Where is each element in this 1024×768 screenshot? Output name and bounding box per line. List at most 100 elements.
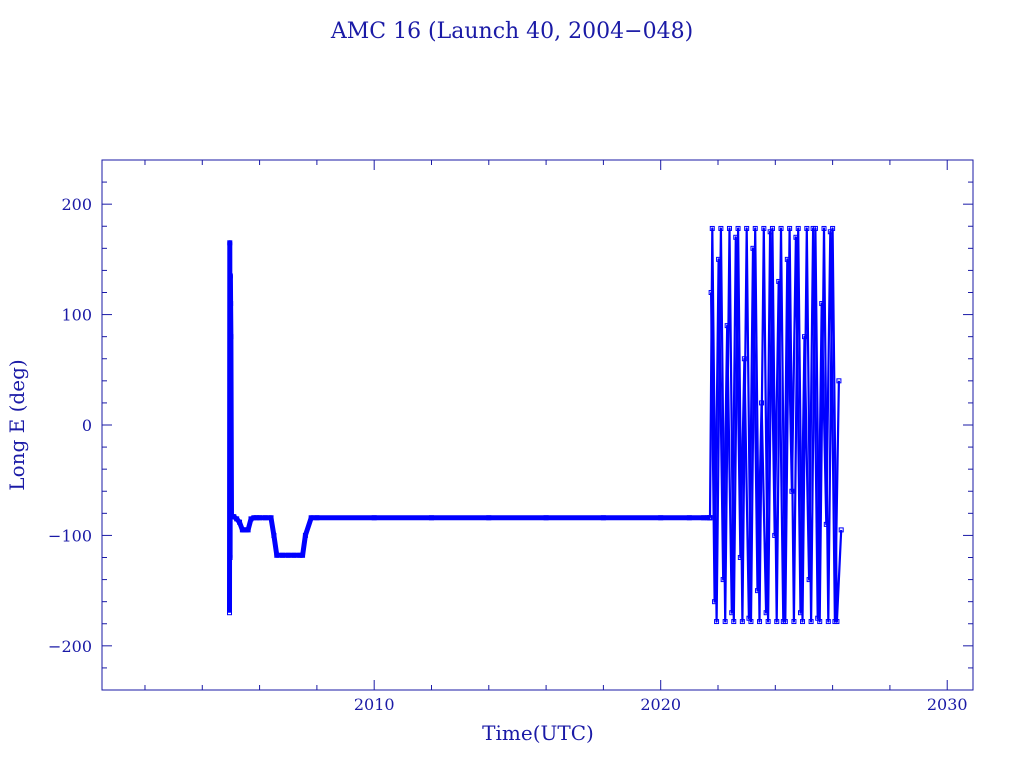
y-tick-label: −100 — [48, 526, 92, 545]
x-tick-label: 2030 — [927, 695, 968, 714]
data-point — [731, 619, 737, 625]
data-point — [268, 515, 274, 521]
y-tick-label: 0 — [82, 416, 92, 435]
data-point — [227, 273, 233, 279]
data-point — [823, 521, 829, 527]
data-point — [819, 301, 825, 307]
data-point — [780, 619, 786, 625]
data-point — [285, 552, 291, 558]
data-point — [744, 225, 750, 231]
data-point — [271, 532, 277, 538]
data-point — [709, 225, 715, 231]
data-point — [543, 515, 549, 521]
data-point — [658, 515, 664, 521]
data-point — [714, 619, 720, 625]
data-point — [774, 619, 780, 625]
series-line — [710, 227, 840, 623]
data-point — [752, 225, 758, 231]
data-point — [733, 234, 739, 240]
data-point — [808, 619, 814, 625]
y-tick-label: 200 — [61, 195, 92, 214]
data-point — [798, 610, 804, 616]
data-point — [804, 225, 810, 231]
data-point — [291, 552, 297, 558]
data-point — [486, 515, 492, 521]
data-point — [735, 225, 741, 231]
data-point — [722, 619, 728, 625]
data-point — [262, 515, 268, 521]
data-point — [761, 225, 767, 231]
data-point — [228, 301, 234, 307]
y-axis-label: Long E (deg) — [5, 359, 29, 490]
data-point — [428, 515, 434, 521]
data-point — [251, 515, 257, 521]
data-point — [237, 519, 243, 525]
data-point — [712, 599, 718, 605]
data-point — [776, 278, 782, 284]
data-point — [741, 356, 747, 362]
data-point — [737, 555, 743, 560]
data-point — [755, 588, 761, 594]
chart-title: AMC 16 (Launch 40, 2004−048) — [330, 19, 693, 44]
data-point — [314, 515, 320, 521]
data-point — [825, 619, 831, 625]
data-point — [827, 229, 833, 235]
data-point — [750, 245, 756, 251]
data-point — [257, 515, 263, 521]
data-point — [308, 515, 314, 521]
y-tick-label: 100 — [61, 306, 92, 325]
data-point — [772, 532, 778, 538]
data-point — [759, 400, 765, 406]
data-point — [274, 552, 280, 558]
data-point — [800, 619, 806, 625]
data-point — [757, 619, 763, 625]
data-point — [729, 610, 735, 616]
data-point — [718, 225, 724, 231]
data-point — [726, 225, 732, 231]
data-point — [832, 619, 838, 625]
data-point — [371, 515, 377, 521]
data-point — [767, 229, 773, 235]
x-axis-label: Time(UTC) — [482, 721, 594, 745]
data-point — [821, 225, 827, 231]
data-point — [302, 532, 308, 538]
data-point — [708, 290, 714, 295]
data-point — [720, 577, 726, 583]
data-point — [789, 488, 795, 494]
data-point — [242, 527, 248, 533]
data-point — [791, 619, 797, 625]
data-point — [245, 527, 251, 533]
data-point — [280, 552, 286, 558]
data-point — [806, 577, 812, 583]
x-tick-label: 2010 — [354, 695, 395, 714]
data-point — [787, 225, 793, 231]
data-point — [716, 256, 722, 262]
data-point — [254, 515, 260, 521]
data-point — [707, 515, 713, 521]
data-point — [778, 225, 784, 231]
data-point — [746, 615, 752, 621]
data-point — [763, 610, 769, 616]
data-point — [227, 240, 233, 246]
data-point — [300, 552, 306, 558]
data-point — [226, 610, 232, 616]
data-point — [739, 619, 745, 625]
data-point — [228, 334, 234, 340]
data-point — [227, 555, 233, 560]
data-point — [784, 256, 790, 262]
data-point — [686, 515, 692, 521]
data-point — [815, 615, 821, 621]
data-point — [793, 234, 799, 240]
data-point — [810, 225, 816, 231]
data-point — [802, 334, 808, 340]
data-point — [724, 323, 730, 329]
axis-ticks: 2010 2020 2030 200 100 0 −100 −200 — [48, 160, 973, 714]
data-series — [226, 225, 844, 625]
data-point — [838, 527, 844, 533]
data-point — [600, 515, 606, 521]
data-point — [297, 552, 303, 558]
x-tick-label: 2020 — [640, 695, 681, 714]
data-point — [836, 378, 842, 384]
data-point — [765, 619, 771, 625]
